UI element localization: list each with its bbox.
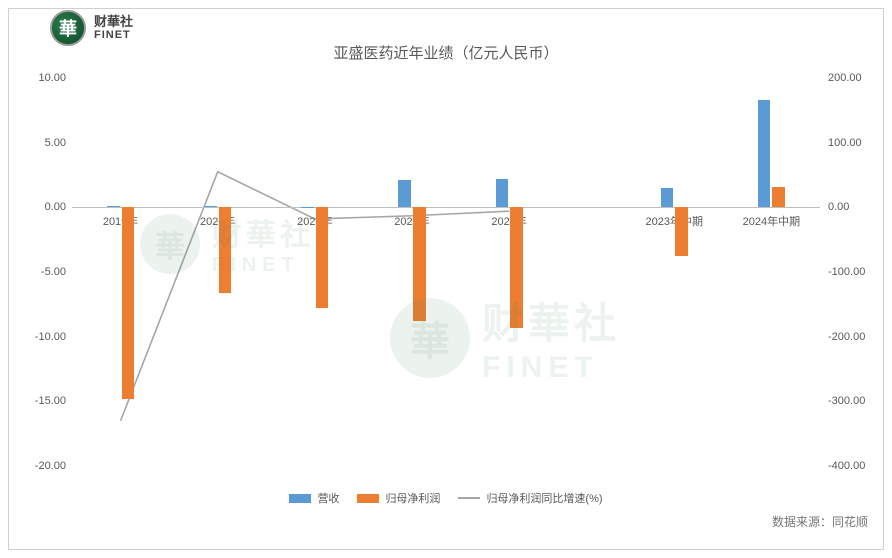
legend: 营收 归母净利润 归母净利润同比增速(%) (0, 490, 892, 506)
y2-tick-label: -200.00 (828, 331, 882, 343)
chart-plot-area: -20.00-15.00-10.00-5.000.005.0010.00 -40… (72, 78, 820, 466)
bar-net-profit (316, 207, 329, 308)
legend-swatch (458, 497, 480, 499)
legend-swatch (289, 494, 311, 503)
y1-tick-label: 10.00 (12, 72, 66, 84)
y2-tick-label: 200.00 (828, 72, 882, 84)
bar-revenue (204, 206, 217, 207)
y2-tick-label: -300.00 (828, 395, 882, 407)
legend-label: 归母净利润同比增速(%) (486, 490, 602, 506)
brand-logo: 華 财華社 FINET (50, 10, 133, 46)
y1-tick-label: 5.00 (12, 137, 66, 149)
bar-revenue (496, 179, 509, 207)
y1-tick-label: -20.00 (12, 460, 66, 472)
y-axis-left: -20.00-15.00-10.00-5.000.005.0010.00 (12, 78, 72, 466)
legend-swatch (357, 494, 379, 503)
legend-item: 营收 (289, 490, 339, 506)
y1-tick-label: 0.00 (12, 201, 66, 213)
brand-name-en: FINET (94, 29, 133, 41)
brand-logo-text: 财華社 FINET (94, 15, 133, 41)
legend-item: 归母净利润 (357, 490, 440, 506)
y1-tick-label: -15.00 (12, 395, 66, 407)
y2-tick-label: -400.00 (828, 460, 882, 472)
bar-revenue (398, 180, 411, 207)
brand-logo-badge: 華 (50, 10, 86, 46)
y1-tick-label: -5.00 (12, 266, 66, 278)
chart-title: 亚盛医药近年业绩（亿元人民币） (0, 42, 892, 63)
bar-revenue (758, 100, 771, 207)
bar-net-profit (122, 207, 135, 398)
y2-tick-label: 100.00 (828, 137, 882, 149)
line-layer (72, 78, 820, 466)
bar-net-profit (675, 207, 688, 256)
y2-tick-label: 0.00 (828, 201, 882, 213)
bar-revenue (107, 206, 120, 208)
brand-name-cn: 财華社 (94, 15, 133, 29)
y-axis-right: -400.00-300.00-200.00-100.000.00100.0020… (822, 78, 882, 466)
bar-net-profit (772, 187, 785, 208)
bar-revenue (661, 188, 674, 207)
legend-label: 归母净利润 (385, 490, 440, 506)
legend-item: 归母净利润同比增速(%) (458, 490, 602, 506)
bar-net-profit (413, 207, 426, 321)
bar-net-profit (219, 207, 232, 292)
legend-label: 营收 (317, 490, 339, 506)
y1-tick-label: -10.00 (12, 331, 66, 343)
bar-net-profit (510, 207, 523, 327)
data-source-label: 数据来源：同花顺 (772, 513, 868, 530)
zero-axis-line (72, 207, 820, 208)
x-category-label: 2024年中期 (743, 213, 800, 229)
y2-tick-label: -100.00 (828, 266, 882, 278)
bar-revenue (301, 207, 314, 208)
